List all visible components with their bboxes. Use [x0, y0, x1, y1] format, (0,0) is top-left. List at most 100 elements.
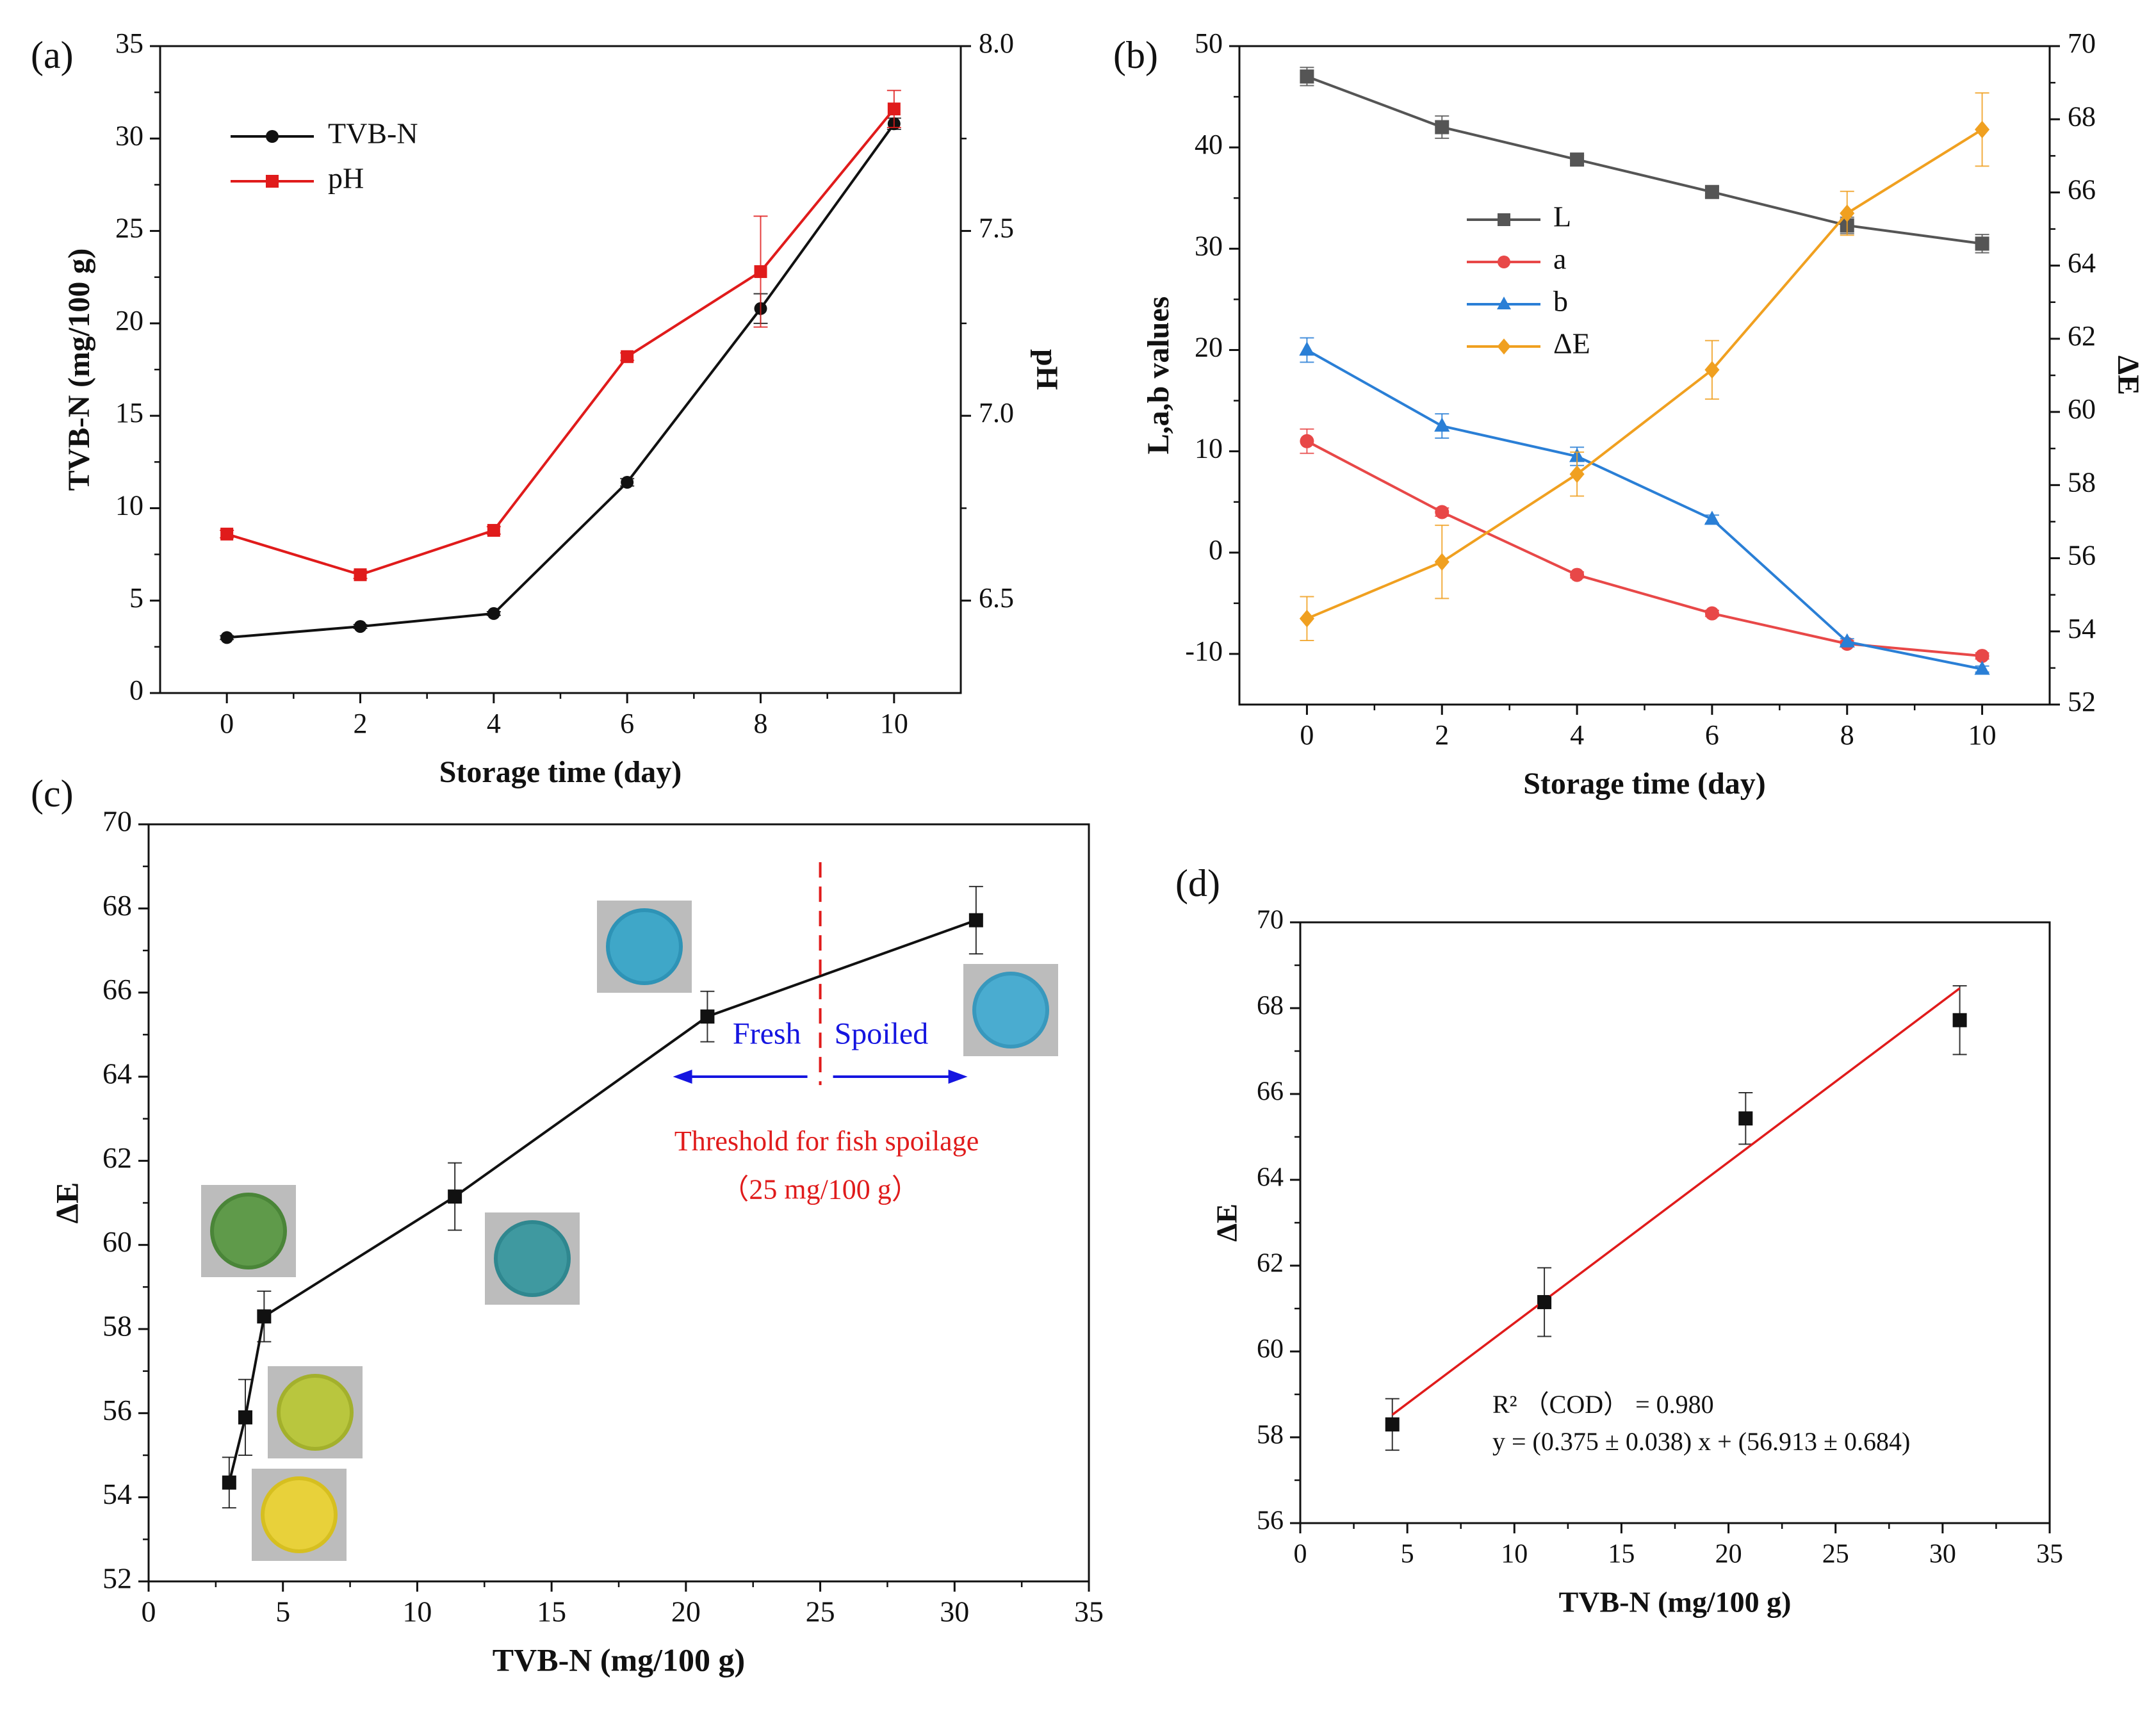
series-line — [227, 918, 977, 1483]
y2-tick-label: 7.5 — [979, 213, 1014, 244]
series-line — [227, 123, 895, 639]
y-tick-label: 0 — [1209, 534, 1223, 566]
data-point — [1975, 236, 1989, 251]
y2-tick-label: 6.5 — [979, 582, 1014, 614]
x-tick-label: 15 — [537, 1595, 566, 1628]
data-point — [1569, 465, 1585, 483]
y-tick-label: 10 — [115, 490, 143, 521]
y-tick-label: 15 — [115, 397, 143, 428]
x-axis-title: TVB-N (mg/100 g) — [1559, 1586, 1792, 1619]
data-point — [621, 350, 634, 363]
x-tick-label: 2 — [354, 708, 368, 739]
y2-axis-title: ΔE — [2111, 355, 2145, 395]
y2-tick-label: 8.0 — [979, 28, 1014, 59]
series-L-b — [1300, 67, 1989, 254]
x-tick-label: 10 — [880, 708, 908, 739]
x-tick-label: 30 — [940, 1595, 969, 1628]
panel-label: (b) — [1113, 34, 1158, 76]
legend-label: b — [1553, 285, 1568, 318]
x-tick-label: 30 — [1929, 1540, 1956, 1569]
x-tick-label: 0 — [1300, 719, 1314, 751]
x-tick-label: 6 — [1705, 719, 1719, 751]
legend-label: TVB-N — [328, 117, 418, 150]
data-point — [1435, 505, 1450, 519]
x-tick-label: 15 — [1608, 1540, 1635, 1569]
y-tick-label: 58 — [1257, 1421, 1284, 1450]
y-tick-label: 10 — [1195, 433, 1223, 464]
y-tick-label: 60 — [102, 1225, 132, 1258]
y2-tick-label: 52 — [2068, 686, 2096, 717]
data-point — [1840, 204, 1855, 222]
y-tick-label: 62 — [102, 1141, 132, 1174]
y-axis-title: ΔE — [1211, 1204, 1243, 1242]
spoiled-label: Spoiled — [835, 1017, 929, 1051]
data-point — [1299, 341, 1315, 356]
data-point — [1975, 649, 1989, 664]
legend-label: a — [1553, 243, 1566, 275]
x-axis-title: TVB-N (mg/100 g) — [493, 1642, 745, 1677]
data-point — [968, 913, 983, 927]
data-point — [487, 607, 500, 620]
x-tick-label: 10 — [402, 1595, 432, 1628]
swatch-day10 — [963, 964, 1058, 1056]
y2-tick-label: 54 — [2068, 613, 2096, 644]
y-tick-label: 25 — [115, 213, 143, 244]
data-point — [1974, 660, 1990, 675]
legend-marker — [266, 175, 279, 188]
y-tick-label: 68 — [102, 889, 132, 922]
data-point — [621, 476, 634, 489]
panel-label: (d) — [1175, 862, 1220, 904]
y2-tick-label: 60 — [2068, 393, 2096, 425]
y-tick-label: 66 — [102, 973, 132, 1006]
x-tick-label: 4 — [1570, 719, 1584, 751]
swatch-disc — [281, 1378, 350, 1447]
data-point — [1704, 361, 1720, 379]
y-tick-label: 0 — [129, 674, 143, 706]
panel-c: (c) 0 5 10 15 20 25 30 35 52 54 56 58 60 62 64 66 68 70 TVB… — [31, 772, 1104, 1678]
data-point — [1300, 69, 1314, 84]
fit-equation-label: y = (0.375 ± 0.038) x + (56.913 ± 0.684) — [1492, 1427, 1910, 1456]
series-line — [1306, 75, 1982, 245]
y-tick-label: 70 — [102, 805, 132, 838]
y-tick-label: 64 — [1257, 1163, 1284, 1193]
y-tick-label: 62 — [1257, 1249, 1284, 1278]
y2-tick-label: 70 — [2068, 28, 2096, 59]
panel-d: (d) 0 5 10 15 20 25 30 35 56 58 60 62 64 66 68 70 TVB-N (… — [1175, 862, 2063, 1619]
y-tick-label: 20 — [1195, 332, 1223, 363]
y-tick-label: 54 — [102, 1478, 132, 1510]
data-point — [257, 1309, 272, 1324]
y2-tick-label: 66 — [2068, 174, 2096, 206]
x-tick-label: 4 — [487, 708, 501, 739]
fresh-label: Fresh — [733, 1017, 801, 1051]
legend-marker — [1497, 297, 1511, 309]
data-point-top — [1739, 1112, 1752, 1125]
threshold-label: Threshold for fish spoilage — [674, 1125, 979, 1157]
swatch-day8 — [597, 901, 692, 993]
data-point — [1299, 610, 1314, 628]
y2-tick-label: 58 — [2068, 466, 2096, 498]
x-tick-label: 10 — [1501, 1540, 1528, 1569]
data-point — [1434, 553, 1450, 571]
data-point — [700, 1009, 715, 1024]
y-tick-label: 40 — [1195, 129, 1223, 160]
legend-label: pH — [328, 162, 364, 195]
y-tick-label: 30 — [1195, 230, 1223, 261]
y-tick-label: 50 — [1195, 28, 1223, 59]
swatch-disc — [265, 1480, 334, 1549]
series-line — [1306, 440, 1982, 658]
legend-marker — [1498, 256, 1510, 268]
legend-label: L — [1553, 200, 1571, 233]
data-point — [1435, 120, 1450, 135]
x-tick-label: 20 — [671, 1595, 701, 1628]
y-tick-label: 5 — [129, 582, 143, 614]
y-axis-title: ΔE — [49, 1182, 85, 1224]
y-tick-label: 56 — [102, 1394, 132, 1426]
y2-tick-label: 56 — [2068, 540, 2096, 571]
x-tick-label: 5 — [1401, 1540, 1414, 1569]
data-point — [487, 524, 500, 537]
series-E-b — [1299, 92, 1990, 642]
legend-label: ΔE — [1553, 327, 1590, 360]
y2-tick-label: 68 — [2068, 101, 2096, 132]
swatch-disc — [214, 1196, 283, 1266]
